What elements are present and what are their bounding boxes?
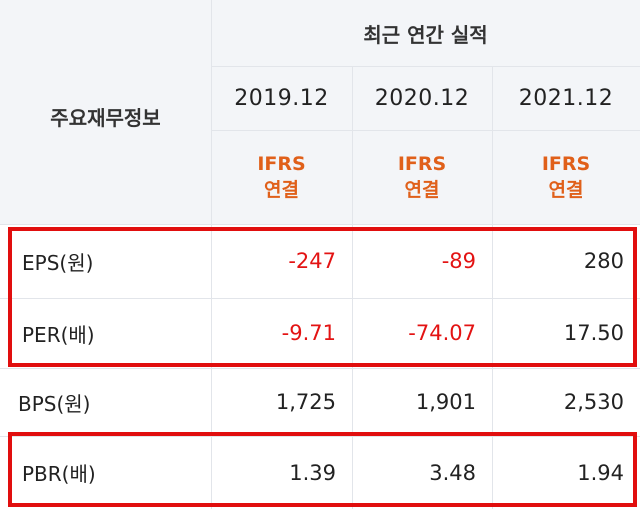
standard-consolidated: 연결 — [404, 179, 440, 201]
value-text: -9.71 — [281, 321, 336, 345]
value-text: 1.39 — [289, 460, 336, 485]
year-header-2021: 2021.12 — [492, 66, 640, 130]
value-text: -74.07 — [408, 321, 476, 345]
row-label-per: PER(배) — [0, 298, 211, 368]
pbr-2020-value: 3.48 — [352, 436, 492, 509]
value-text: 1,725 — [275, 390, 336, 414]
section-title-text: 최근 연간 실적 — [363, 22, 488, 47]
eps-2020-value: -89 — [352, 224, 492, 298]
row-label-bps: BPS(원) — [0, 368, 211, 436]
per-2020-value: -74.07 — [352, 298, 492, 368]
year-header-2020: 2020.12 — [352, 66, 492, 130]
value-text: 1.94 — [577, 460, 624, 485]
year-label: 2019.12 — [234, 85, 329, 111]
value-text: -247 — [288, 249, 336, 273]
standard-ifrs: IFRS — [541, 153, 591, 175]
eps-2019-value: -247 — [211, 224, 352, 298]
row-label-pbr: PBR(배) — [0, 436, 211, 509]
value-text: 280 — [583, 249, 624, 273]
pbr-2021-value: 1.94 — [492, 436, 640, 509]
standard-ifrs: IFRS — [397, 153, 447, 175]
per-2021-value: 17.50 — [492, 298, 640, 368]
bps-2019-value: 1,725 — [211, 368, 352, 436]
standard-header-2020: IFRS 연결 — [352, 130, 492, 224]
section-title: 최근 연간 실적 — [211, 0, 640, 66]
standard-header-2021: IFRS 연결 — [492, 130, 640, 224]
standard-header-2019: IFRS 연결 — [211, 130, 352, 224]
row-label-text: EPS(원) — [22, 250, 94, 275]
row-title: 주요재무정보 — [0, 66, 211, 166]
value-text: 3.48 — [429, 460, 476, 485]
year-label: 2020.12 — [374, 85, 470, 111]
per-2019-value: -9.71 — [211, 298, 352, 368]
value-text: 2,530 — [563, 390, 624, 414]
row-title-cell — [0, 0, 211, 224]
year-label: 2021.12 — [518, 85, 614, 111]
row-label-text: PER(배) — [22, 322, 95, 347]
row-title-text: 주요재무정보 — [50, 105, 161, 130]
row-label-text: BPS(원) — [18, 391, 91, 416]
row-label-eps: EPS(원) — [0, 224, 211, 298]
year-header-2019: 2019.12 — [211, 66, 352, 130]
value-text: 17.50 — [563, 321, 624, 345]
bps-2021-value: 2,530 — [492, 368, 640, 436]
standard-consolidated: 연결 — [264, 179, 299, 201]
standard-ifrs: IFRS — [257, 153, 306, 175]
value-text: -89 — [441, 249, 476, 273]
eps-2021-value: 280 — [492, 224, 640, 298]
value-text: 1,901 — [415, 390, 476, 414]
bps-2020-value: 1,901 — [352, 368, 492, 436]
standard-consolidated: 연결 — [548, 179, 584, 201]
pbr-2019-value: 1.39 — [211, 436, 352, 509]
row-label-text: PBR(배) — [22, 462, 96, 486]
